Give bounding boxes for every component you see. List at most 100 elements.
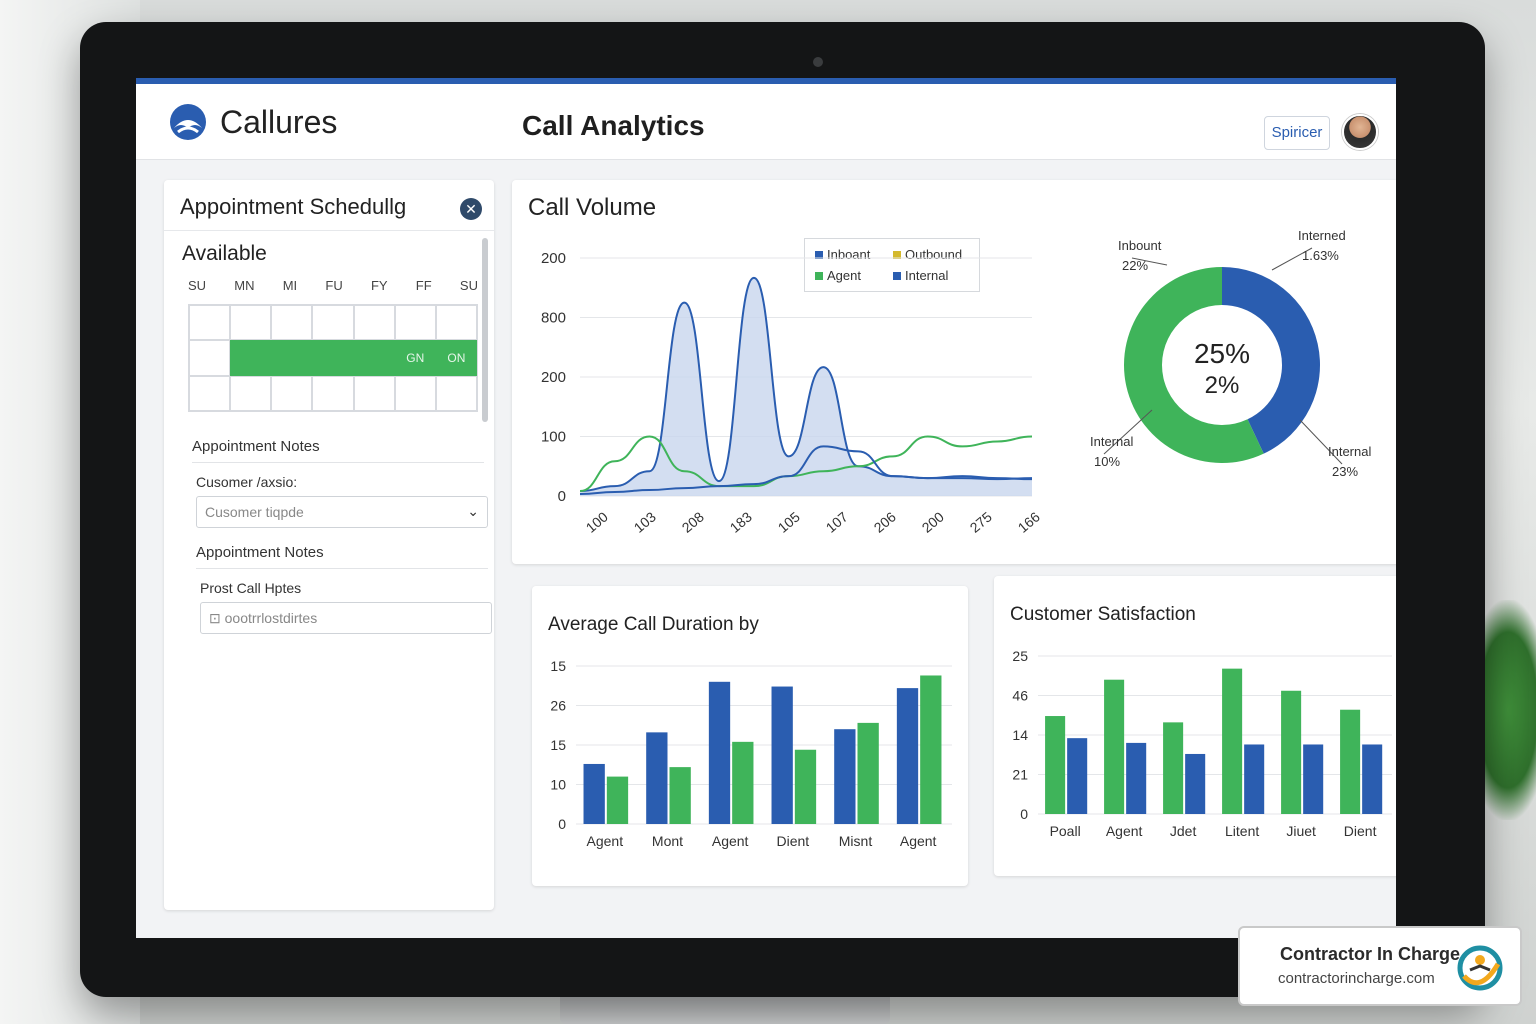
y-tick-label: 0 xyxy=(558,488,566,505)
weekday-label: MI xyxy=(282,278,298,293)
bar xyxy=(1185,753,1206,814)
available-label: Available xyxy=(182,242,267,265)
x-tick-label: 103 xyxy=(631,508,659,535)
bar xyxy=(1362,744,1383,814)
calendar-slot[interactable] xyxy=(353,376,395,411)
donut-label-name: Interned xyxy=(1298,228,1346,243)
calendar-slot-available[interactable] xyxy=(230,340,272,376)
calendar-slot[interactable] xyxy=(271,305,313,340)
callures-logo-icon xyxy=(170,104,206,140)
calendar-slot-available[interactable] xyxy=(312,340,354,376)
y-tick-label: 10 xyxy=(550,777,566,793)
camera-icon xyxy=(813,57,823,67)
bar xyxy=(834,729,856,824)
calendar-slot[interactable] xyxy=(189,305,231,340)
bar xyxy=(857,722,879,824)
calendar-slot[interactable] xyxy=(312,305,354,340)
bar xyxy=(606,776,629,824)
y-tick-label: 46 xyxy=(1012,688,1028,704)
y-tick-label: 21 xyxy=(1012,767,1028,783)
duration-bar-chart: 15 26 15 10 0 Agent Mont Agent Dient Misnt Agent xyxy=(550,658,952,849)
y-tick-label: 25 xyxy=(1012,648,1028,664)
calendar-slot[interactable] xyxy=(230,376,272,411)
appointment-panel: Appointment Schedullg ✕ Available SU MN … xyxy=(164,180,494,910)
calendar-slot[interactable] xyxy=(394,305,436,340)
x-tick-label: 100 xyxy=(583,508,611,535)
app-screen: Callures Call Analytics Spiricer Appoint… xyxy=(136,78,1396,938)
bar xyxy=(1222,668,1243,814)
calendar-slot-available[interactable]: GN xyxy=(394,340,436,376)
weekday-label: FU xyxy=(325,278,343,293)
bar xyxy=(771,686,793,824)
series-area xyxy=(580,277,1032,496)
x-tick-label: Agent xyxy=(587,833,624,849)
user-button[interactable]: Spiricer xyxy=(1264,116,1330,150)
legend-label: Agent xyxy=(827,268,861,283)
appointment-title: Appointment Schedullg xyxy=(180,194,407,219)
watermark-title: Contractor In Charge xyxy=(1280,944,1461,964)
calendar-slot[interactable] xyxy=(435,305,477,340)
bar xyxy=(1340,709,1361,814)
close-icon[interactable]: ✕ xyxy=(460,198,482,220)
avatar[interactable] xyxy=(1342,114,1378,150)
donut-center-value: 25% xyxy=(1194,338,1250,369)
weekday-label: SU xyxy=(188,278,207,293)
calendar-slot-available[interactable] xyxy=(271,340,313,376)
post-call-notes-field[interactable]: ⊡ oootrrlostdirtes xyxy=(200,602,492,634)
bar xyxy=(1281,690,1302,814)
bar xyxy=(646,732,668,824)
monitor: Callures Call Analytics Spiricer Appoint… xyxy=(80,22,1485,997)
y-tick-label: 200 xyxy=(541,369,566,386)
calendar-slot[interactable] xyxy=(230,305,272,340)
call-type-donut-chart: 25% 2% Inbount 22% Interned 1.63% Internal 10% I… xyxy=(1090,228,1371,479)
x-tick-label: Agent xyxy=(900,833,937,849)
calendar-slot[interactable] xyxy=(394,376,436,411)
weekday-label: SU xyxy=(459,278,478,293)
calendar-slot[interactable] xyxy=(353,305,395,340)
scrollbar[interactable] xyxy=(482,238,488,422)
calendar-slot[interactable] xyxy=(189,376,231,411)
calendar-slot[interactable] xyxy=(189,340,231,376)
bar xyxy=(794,749,817,824)
calendar-slot-available[interactable] xyxy=(353,340,395,376)
legend-item: Agent xyxy=(815,268,861,283)
donut-label-leader xyxy=(1131,257,1168,266)
y-tick-label: 0 xyxy=(1020,806,1028,822)
legend-swatch xyxy=(815,250,823,259)
y-tick-label: 0 xyxy=(558,816,566,832)
x-tick-label: 183 xyxy=(727,508,755,535)
watermark-url: contractorincharge.com xyxy=(1278,970,1435,987)
legend-swatch xyxy=(815,271,823,280)
donut-label-name: Internal xyxy=(1328,444,1371,459)
series-line xyxy=(579,445,1033,496)
customer-select[interactable]: Cusomer tiqpde ⌄ xyxy=(196,496,488,528)
legend-item: Internal xyxy=(893,268,948,283)
bar xyxy=(669,767,691,824)
x-tick-label: Dient xyxy=(1344,823,1377,839)
bar xyxy=(1045,716,1066,814)
calendar-slot[interactable] xyxy=(435,376,477,411)
bar xyxy=(1163,722,1184,814)
weekday-header: SU MN MI FU FY FF SU xyxy=(188,278,478,294)
divider xyxy=(192,462,484,463)
chevron-down-icon: ⌄ xyxy=(467,503,479,519)
chart-legend: Inboant Outbound Agent Internal xyxy=(804,238,980,292)
calendar-slot[interactable] xyxy=(271,376,313,411)
x-tick-label: Litent xyxy=(1225,823,1259,839)
x-tick-label: Jiuet xyxy=(1286,823,1316,839)
donut-label-leader xyxy=(1103,409,1153,455)
bar xyxy=(1067,738,1088,814)
donut-label-leader xyxy=(1271,247,1313,271)
donut-label-value: 1.63% xyxy=(1302,248,1339,263)
y-tick-label: 26 xyxy=(550,698,566,714)
weekday-label: MN xyxy=(234,278,255,293)
donut-label-value: 23% xyxy=(1332,464,1358,479)
calendar-slot-available[interactable]: ON xyxy=(435,340,477,376)
x-tick-label: 200 xyxy=(919,508,947,535)
bar xyxy=(1126,742,1147,814)
y-tick-label: 15 xyxy=(550,658,566,674)
donut-label-name: Inbount xyxy=(1118,238,1162,253)
page-title: Call Analytics xyxy=(522,110,705,141)
calendar-slot[interactable] xyxy=(312,376,354,411)
x-tick-label: Agent xyxy=(712,833,749,849)
